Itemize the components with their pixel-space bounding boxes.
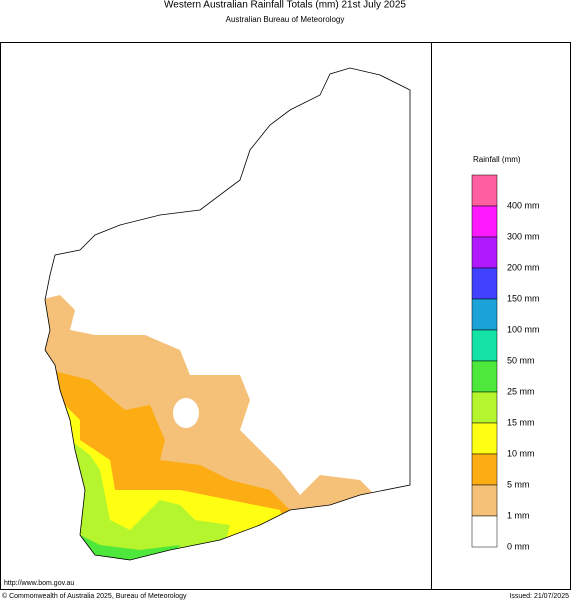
legend-label: 25 mm: [507, 386, 535, 396]
legend-label: 200 mm: [507, 262, 540, 272]
legend-label: 1 mm: [507, 510, 530, 520]
legend-label: 300 mm: [507, 231, 540, 241]
legend-swatch: [471, 298, 498, 331]
legend-swatch: [471, 267, 498, 300]
legend-swatch: [471, 484, 498, 517]
legend-label: 10 mm: [507, 448, 535, 458]
legend-swatch: [471, 205, 498, 238]
legend-label: 100 mm: [507, 324, 540, 334]
legend-label: 15 mm: [507, 417, 535, 427]
footer-copyright: © Commonwealth of Australia 2025, Bureau…: [2, 592, 187, 600]
title: Western Australian Rainfall Totals (mm) …: [164, 0, 406, 11]
legend-swatch: [471, 360, 498, 393]
legend-swatch: [471, 329, 498, 362]
subtitle: Australian Bureau of Meteorology: [226, 15, 345, 24]
legend-label: 50 mm: [507, 355, 535, 365]
legend-label: 0 mm: [507, 541, 530, 551]
legend-swatch: [471, 391, 498, 424]
legend-swatch: [471, 174, 498, 207]
legend-swatch: [471, 422, 498, 455]
legend-title: Rainfall (mm): [473, 155, 521, 164]
rainfall-areas: [45, 295, 380, 560]
legend-label: 5 mm: [507, 479, 530, 489]
legend-label: 400 mm: [507, 200, 540, 210]
legend: 400 mm 300 mm 200 mm 150 mm 100 mm 50 mm 25 mm…: [471, 174, 540, 551]
area-0-1mm: [173, 398, 199, 428]
legend-swatch: [471, 453, 498, 486]
legend-swatch: [471, 515, 498, 548]
legend-frame: [431, 42, 571, 590]
legend-swatch: [471, 236, 498, 269]
coastline: [44, 67, 411, 561]
footer-issued: Issued: 21/07/2025: [509, 593, 569, 600]
footer-url: http://www.bom.gov.au: [4, 580, 74, 587]
legend-label: 150 mm: [507, 293, 540, 303]
area-15-25mm: [45, 440, 230, 560]
